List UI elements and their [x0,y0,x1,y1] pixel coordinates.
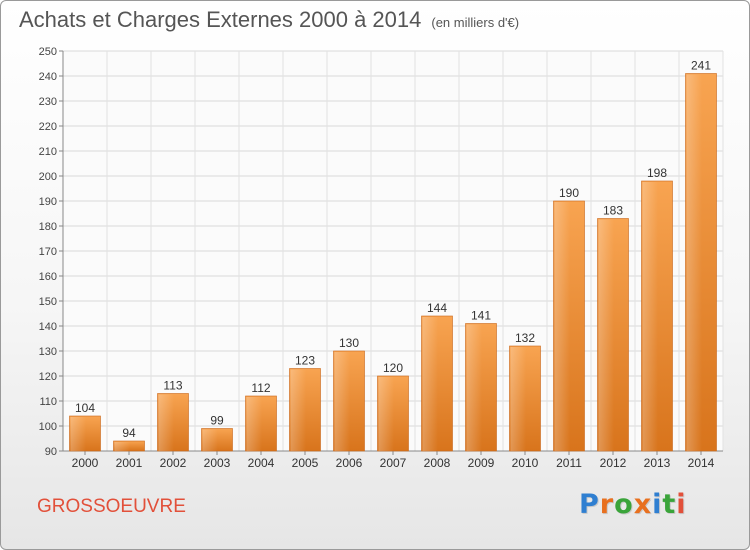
chart-title: Achats et Charges Externes 2000 à 2014 [19,7,422,32]
bar-highlight [246,397,262,451]
data-label: 132 [515,331,535,345]
x-tick-label: 2002 [160,456,187,470]
data-label: 104 [75,401,95,415]
x-tick-label: 2011 [556,456,582,470]
y-tick-label: 100 [39,421,57,433]
bar-highlight [378,377,394,451]
bar-highlight [70,417,86,451]
x-tick-label: 2001 [116,456,143,470]
data-label: 141 [471,309,491,323]
data-label: 241 [691,59,711,73]
logo-letter: P [579,489,600,520]
x-tick-label: 2006 [336,456,363,470]
data-label: 112 [251,381,270,395]
y-tick-label: 170 [39,246,57,258]
bar-highlight [554,202,570,451]
x-tick-label: 2014 [688,456,715,470]
y-tick-label: 220 [39,121,57,133]
chart-title-line: Achats et Charges Externes 2000 à 2014 (e… [19,7,519,33]
logo-letter: t [662,489,677,520]
chart-subtitle: (en milliers d'€) [431,15,520,30]
bar-highlight [158,394,174,451]
y-tick-label: 190 [39,196,57,208]
data-label: 94 [122,426,136,440]
bar-highlight [114,442,130,451]
logo-letter: r [599,489,615,520]
x-tick-label: 2009 [468,456,495,470]
data-labels: 104 94 113 99 112 123 130 120 144 141 132 190 183 198… [75,59,711,441]
data-label: 99 [210,414,224,428]
y-tick-label: 240 [39,71,57,83]
proxiti-logo[interactable]: Proxiti [579,489,687,520]
x-tick-label: 2004 [248,456,275,470]
x-tick-label: 2008 [424,456,451,470]
data-label: 190 [559,186,579,200]
y-tick-label: 120 [39,371,57,383]
bar-highlight [290,369,306,451]
data-label: 123 [295,354,315,368]
x-tick-label: 2000 [72,456,99,470]
y-tick-label: 150 [39,296,57,308]
bar-highlight [202,429,218,451]
logo-letter: x [633,489,653,520]
bar-highlight [642,182,658,451]
bar-highlight [686,74,702,451]
bars [69,73,717,452]
y-tick-label: 180 [39,221,57,233]
x-tick-label: 2003 [204,456,231,470]
y-tick-label: 230 [39,96,57,108]
data-label: 198 [647,166,667,180]
y-tick-label: 200 [39,171,57,183]
data-label: 113 [163,379,182,393]
y-tick-label: 160 [39,271,57,283]
y-tick-label: 210 [39,146,57,158]
commune-name: GROSSOEUVRE [37,496,186,517]
bar-highlight [422,317,438,451]
bar-highlight [510,347,526,451]
x-tick-label: 2007 [380,456,407,470]
x-tick-label: 2010 [512,456,539,470]
logo-letter: i [652,489,663,520]
y-tick-label: 90 [45,446,57,458]
y-tick-label: 130 [39,346,57,358]
bar-highlight [466,324,482,451]
x-tick-label: 2005 [292,456,319,470]
x-tick-label: 2012 [600,456,627,470]
bar-highlight [334,352,350,451]
data-label: 144 [427,301,447,315]
x-tick-label: 2013 [644,456,671,470]
y-tick-label: 140 [39,321,57,333]
data-label: 183 [603,204,623,218]
data-label: 130 [339,336,359,350]
logo-letter: o [614,489,634,520]
data-label: 120 [383,361,403,375]
bar-highlight [598,219,614,451]
logo-letter: i [676,489,687,520]
y-tick-label: 250 [39,46,57,58]
y-tick-label: 110 [39,396,57,408]
